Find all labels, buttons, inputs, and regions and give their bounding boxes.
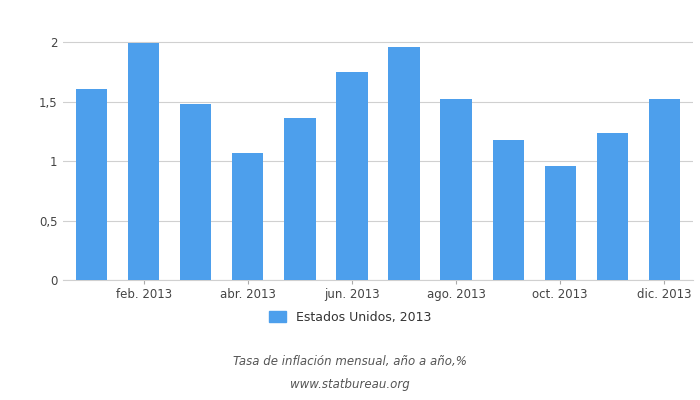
- Text: Tasa de inflación mensual, año a año,%: Tasa de inflación mensual, año a año,%: [233, 356, 467, 368]
- Bar: [336, 72, 368, 280]
- Bar: [128, 44, 160, 280]
- Bar: [493, 140, 524, 280]
- Bar: [76, 89, 107, 280]
- Bar: [440, 99, 472, 280]
- Bar: [389, 47, 420, 280]
- Bar: [596, 133, 628, 280]
- Bar: [284, 118, 316, 280]
- Bar: [649, 99, 680, 280]
- Bar: [545, 166, 576, 280]
- Bar: [232, 153, 263, 280]
- Legend: Estados Unidos, 2013: Estados Unidos, 2013: [269, 311, 431, 324]
- Text: www.statbureau.org: www.statbureau.org: [290, 378, 410, 391]
- Bar: [180, 104, 211, 280]
